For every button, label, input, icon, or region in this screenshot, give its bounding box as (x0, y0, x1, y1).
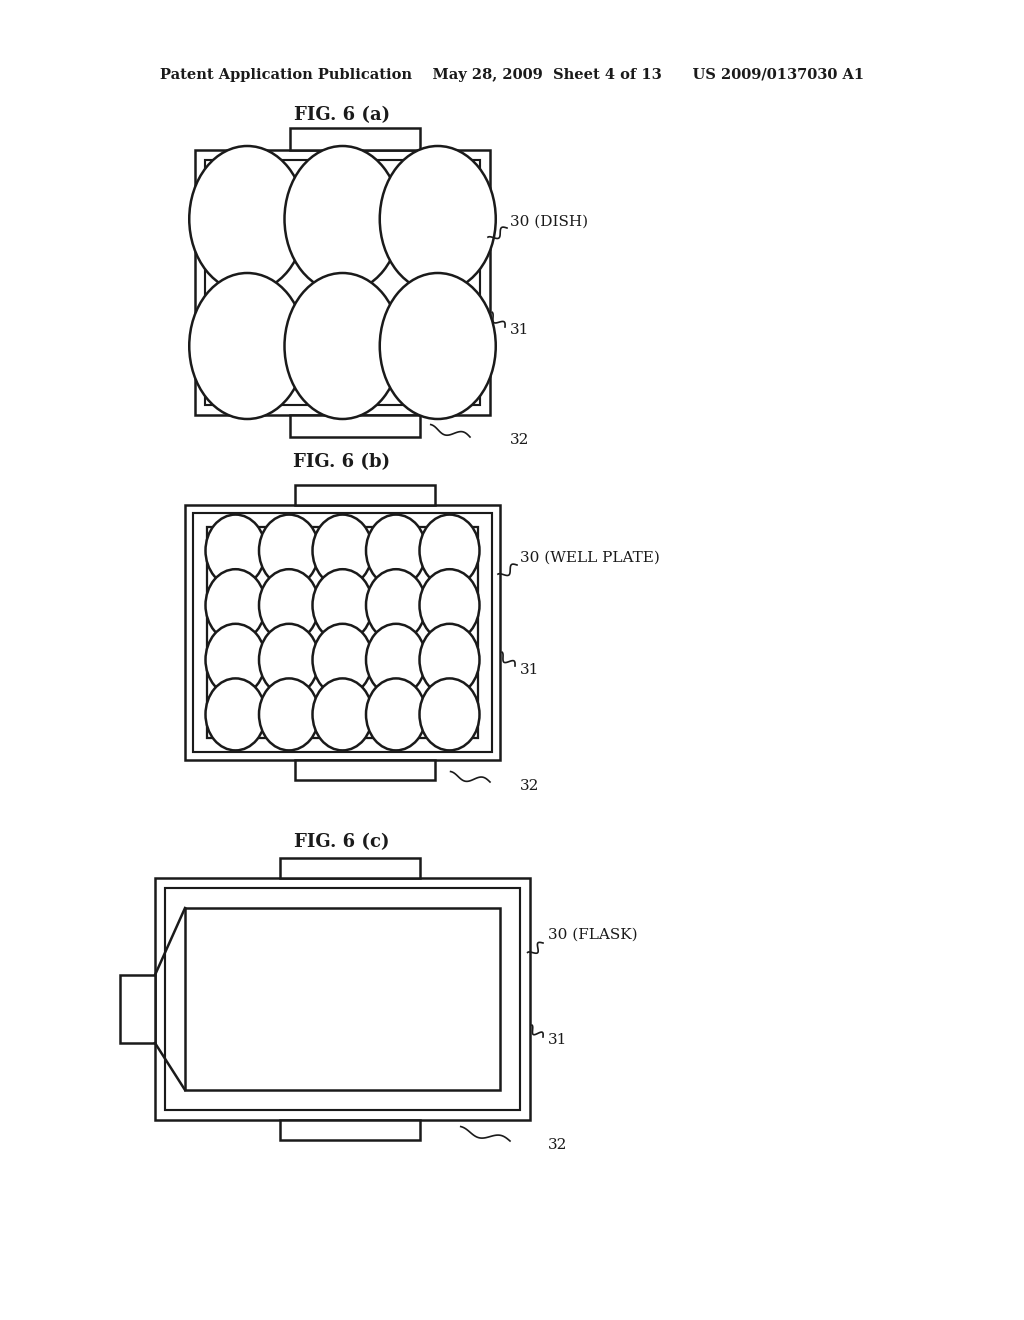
Bar (295, 760, 435, 780)
Text: 31: 31 (548, 1034, 567, 1047)
Bar (295, 484, 435, 506)
Text: 30 (DISH): 30 (DISH) (510, 215, 588, 228)
Bar (185, 506, 500, 760)
Text: FIG. 6 (c): FIG. 6 (c) (294, 833, 390, 851)
Bar (155, 878, 530, 1119)
Bar (290, 128, 420, 150)
Text: 30 (FLASK): 30 (FLASK) (548, 928, 638, 942)
Text: 32: 32 (548, 1138, 567, 1152)
Ellipse shape (312, 624, 373, 696)
Ellipse shape (420, 678, 479, 750)
Ellipse shape (380, 147, 496, 292)
Bar (120, 975, 155, 1043)
Ellipse shape (420, 569, 479, 642)
Text: 32: 32 (520, 779, 540, 793)
Ellipse shape (259, 569, 319, 642)
Bar (165, 888, 520, 1110)
Text: FIG. 6 (a): FIG. 6 (a) (294, 106, 390, 124)
Bar (185, 908, 500, 1090)
Ellipse shape (259, 678, 319, 750)
Bar (193, 513, 492, 752)
Ellipse shape (420, 624, 479, 696)
Ellipse shape (206, 515, 265, 586)
Ellipse shape (366, 678, 426, 750)
Text: Patent Application Publication    May 28, 2009  Sheet 4 of 13      US 2009/01370: Patent Application Publication May 28, 2… (160, 69, 864, 82)
Bar (207, 527, 478, 738)
Ellipse shape (366, 515, 426, 586)
Ellipse shape (312, 678, 373, 750)
Ellipse shape (366, 624, 426, 696)
Ellipse shape (206, 624, 265, 696)
Bar (195, 150, 490, 414)
Ellipse shape (312, 515, 373, 586)
Ellipse shape (285, 147, 400, 292)
Text: 32: 32 (510, 433, 529, 447)
Ellipse shape (259, 515, 319, 586)
Text: 31: 31 (520, 663, 540, 677)
Ellipse shape (312, 569, 373, 642)
Ellipse shape (206, 678, 265, 750)
Text: FIG. 6 (b): FIG. 6 (b) (294, 453, 390, 471)
Ellipse shape (259, 624, 319, 696)
Ellipse shape (420, 515, 479, 586)
Ellipse shape (366, 569, 426, 642)
Ellipse shape (285, 273, 400, 418)
Ellipse shape (189, 273, 305, 418)
Ellipse shape (189, 147, 305, 292)
Text: 31: 31 (510, 323, 529, 337)
Bar (205, 160, 480, 405)
Bar (290, 414, 420, 437)
Text: 30 (WELL PLATE): 30 (WELL PLATE) (520, 550, 659, 565)
Ellipse shape (380, 273, 496, 418)
Ellipse shape (206, 569, 265, 642)
Bar (280, 858, 420, 878)
Bar (280, 1119, 420, 1140)
